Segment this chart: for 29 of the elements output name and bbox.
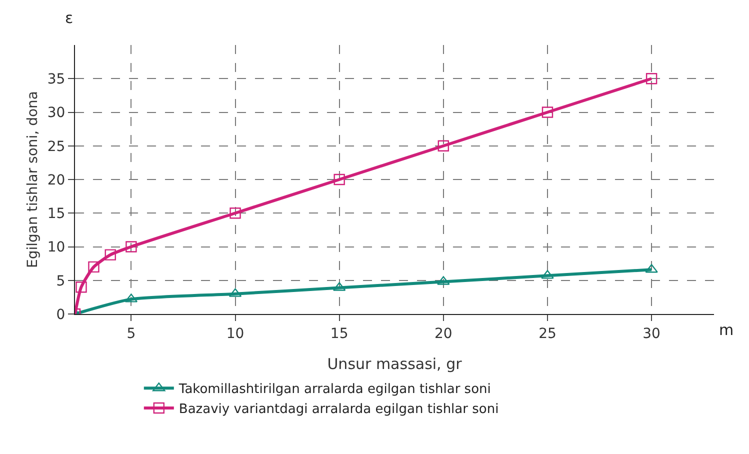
y-tick-label: 5: [56, 273, 66, 290]
y-tick-label: 20: [47, 172, 66, 188]
point: [542, 106, 554, 118]
point: [88, 261, 100, 273]
x-axis-title: Unsur massasi, gr: [327, 355, 463, 373]
x-tick-label: 5: [126, 326, 136, 342]
y-tick-label: 15: [47, 206, 66, 222]
text: m: [719, 321, 734, 339]
point: [104, 249, 116, 260]
x-tick-label: 30: [642, 326, 660, 342]
legend-label: Bazaviy variantdagi arralarda egilgan tishlar soni: [178, 402, 499, 418]
point: [646, 73, 658, 84]
point: [76, 282, 87, 293]
y-tick-label: 35: [47, 72, 66, 88]
point: [334, 174, 345, 186]
point: [230, 208, 241, 219]
legend-label: Takomillashtirilgan arralarda egilgan tishlar soni: [178, 382, 491, 398]
text: ε: [65, 9, 74, 27]
y-tick-label: 30: [47, 105, 66, 122]
x-tick-label: 20: [434, 326, 452, 342]
y-axis-title: Egilgan tishlar soni, dona: [25, 91, 41, 268]
point: [438, 140, 450, 152]
y-tick-label: 0: [56, 306, 66, 323]
point: [126, 241, 137, 252]
y-tick-label: 25: [47, 138, 66, 155]
x-tick-label: 10: [226, 326, 244, 342]
x-tick-label: 25: [538, 326, 556, 342]
y-tick-label: 10: [47, 240, 66, 256]
x-tick-label: 15: [330, 326, 348, 342]
